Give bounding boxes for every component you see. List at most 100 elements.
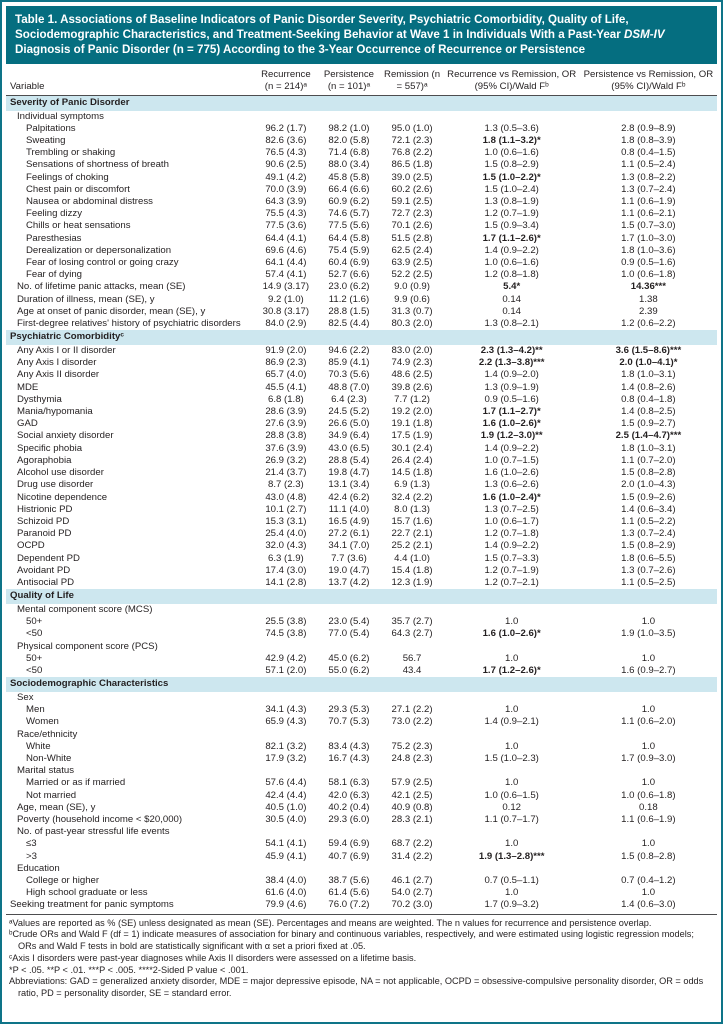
odds-ratio-cell: 1.8 (1.0–3.6) bbox=[621, 244, 676, 256]
variable-label: Age, mean (SE), y bbox=[17, 801, 96, 813]
value-cell: 19.2 (2.0) bbox=[391, 406, 433, 418]
value-cell: 32.0 (4.3) bbox=[265, 540, 307, 552]
value-cell: 4.4 (1.0) bbox=[394, 552, 430, 564]
odds-ratio-cell: 1.3 (0.7–2.4) bbox=[621, 183, 676, 195]
value-cell: 42.0 (6.3) bbox=[328, 789, 370, 801]
value-cell: 59.1 (2.5) bbox=[391, 196, 433, 208]
value-cell: 70.3 (5.6) bbox=[328, 369, 370, 381]
odds-ratio-cell bbox=[580, 826, 717, 838]
value-cell: 57.6 (4.4) bbox=[265, 777, 307, 789]
value-cell: 66.4 (6.6) bbox=[328, 183, 370, 195]
odds-ratio-cell: 0.12 bbox=[502, 801, 522, 813]
variable-label: Palpitations bbox=[26, 122, 76, 134]
value-cell: 42.9 (4.2) bbox=[265, 652, 307, 664]
data-row: <50 57.1 (2.0) 55.0 (6.2) 43.4 1.7 (1.2–2.6)… bbox=[6, 665, 717, 677]
value-cell: 29.3 (5.3) bbox=[328, 704, 370, 716]
odds-ratio-cell: 1.8 (1.0–3.1) bbox=[621, 442, 676, 454]
odds-ratio-cell: 1.5 (0.8–2.9) bbox=[484, 159, 539, 171]
odds-ratio-cell: 1.8 (0.8–3.9) bbox=[621, 135, 676, 147]
group-header-row: Mental component score (MCS) bbox=[6, 604, 717, 616]
odds-ratio-cell: 1.3 (0.8–2.2) bbox=[621, 171, 676, 183]
value-cell: 25.4 (4.0) bbox=[265, 528, 307, 540]
odds-ratio-cell: 2.0 (1.0–4.3) bbox=[621, 479, 676, 491]
odds-ratio-cell: 1.5 (0.9–2.7) bbox=[621, 418, 676, 430]
value-cell: 77.5 (5.6) bbox=[328, 220, 370, 232]
odds-ratio-cell: 1.0 bbox=[505, 652, 519, 664]
odds-ratio-cell: 1.2 (0.7–2.1) bbox=[484, 576, 539, 588]
data-row: Mania/hypomania 28.6 (3.9) 24.5 (5.2) 19.2 … bbox=[6, 406, 717, 418]
value-cell: 26.6 (5.0) bbox=[328, 418, 370, 430]
value-cell bbox=[317, 729, 380, 741]
variable-label: OCPD bbox=[17, 540, 45, 552]
group-header-row: Physical component score (PCS) bbox=[6, 641, 717, 653]
odds-ratio-cell: 1.4 (0.9–2.2) bbox=[484, 540, 539, 552]
value-cell bbox=[317, 826, 380, 838]
variable-label: 50+ bbox=[26, 652, 43, 664]
odds-ratio-cell bbox=[444, 863, 580, 875]
data-row: Poverty (household income < $20,000) 30.5… bbox=[6, 814, 717, 826]
odds-ratio-cell: 1.7 (0.9–3.2) bbox=[484, 899, 539, 911]
value-cell: 51.5 (2.8) bbox=[391, 232, 433, 244]
value-cell: 64.3 (2.7) bbox=[391, 628, 433, 640]
value-cell: 77.5 (3.6) bbox=[265, 220, 307, 232]
table-title: Table 1. Associations of Baseline Indica… bbox=[6, 6, 717, 65]
value-cell: 27.2 (6.1) bbox=[328, 528, 370, 540]
value-cell: 72.7 (2.3) bbox=[391, 208, 433, 220]
odds-ratio-cell: 1.3 (0.7–2.6) bbox=[621, 564, 676, 576]
odds-ratio-cell: 1.8 (1.0–3.1) bbox=[621, 369, 676, 381]
value-cell bbox=[381, 604, 444, 616]
variable-label: Education bbox=[17, 862, 60, 874]
odds-ratio-cell: 0.8 (0.4–1.8) bbox=[621, 393, 676, 405]
variable-label: Sweating bbox=[26, 135, 66, 147]
odds-ratio-cell: 1.0 bbox=[641, 704, 656, 716]
value-cell: 28.8 (3.8) bbox=[265, 430, 307, 442]
data-row: Any Axis I disorder 86.9 (2.3) 85.9 (4.1) 7… bbox=[6, 357, 717, 369]
value-cell: 84.0 (2.9) bbox=[265, 318, 307, 330]
value-cell: 37.6 (3.9) bbox=[265, 442, 307, 454]
value-cell bbox=[254, 111, 317, 123]
data-row: Paresthesias 64.4 (4.1) 64.4 (5.8) 51.5 (2.… bbox=[6, 233, 717, 245]
data-row: Specific phobia 37.6 (3.9) 43.0 (6.5) 30.1 … bbox=[6, 443, 717, 455]
variable-label: Seeking treatment for panic symptoms bbox=[10, 899, 174, 911]
value-cell: 75.4 (5.9) bbox=[328, 244, 370, 256]
data-row: 50+ 42.9 (4.2) 45.0 (6.2) 56.7 1.0 1.0 bbox=[6, 653, 717, 665]
value-cell: 60.9 (6.2) bbox=[328, 196, 370, 208]
variable-label: Dependent PD bbox=[17, 552, 80, 564]
odds-ratio-cell bbox=[444, 826, 580, 838]
footnote-c: ᶜAxis I disorders were past-year diagnos… bbox=[9, 952, 417, 963]
data-row: Age at onset of panic disorder, mean (SE… bbox=[6, 306, 717, 318]
variable-label: Derealization or depersonalization bbox=[26, 244, 172, 256]
value-cell: 19.1 (1.8) bbox=[391, 418, 433, 430]
value-cell: 85.9 (4.1) bbox=[328, 357, 370, 369]
title-text-italic: DSM-IV bbox=[623, 28, 665, 42]
value-cell: 11.2 (1.6) bbox=[328, 293, 370, 305]
variable-label: Any Axis II disorder bbox=[17, 369, 100, 381]
odds-ratio-cell bbox=[580, 863, 717, 875]
odds-ratio-cell: 1.0 (0.6–1.6) bbox=[484, 147, 539, 159]
value-cell: 23.0 (5.4) bbox=[328, 616, 370, 628]
column-header-recurrence: Recurrence (n = 214)ᵃ bbox=[254, 66, 318, 96]
variable-label: Individual symptoms bbox=[17, 110, 104, 122]
value-cell: 34.9 (6.4) bbox=[328, 430, 370, 442]
value-cell: 14.5 (1.8) bbox=[391, 467, 433, 479]
variable-label: Schizoid PD bbox=[17, 515, 70, 527]
odds-ratio-cell: 1.1 (0.7–2.0) bbox=[621, 454, 676, 466]
odds-ratio-cell: 1.1 (0.5–2.2) bbox=[621, 515, 676, 527]
value-cell bbox=[254, 729, 317, 741]
value-cell: 32.4 (2.2) bbox=[391, 491, 433, 503]
variable-label: Social anxiety disorder bbox=[17, 430, 114, 442]
data-row: No. of lifetime panic attacks, mean (SE)… bbox=[6, 281, 717, 293]
value-cell: 6.4 (2.3) bbox=[331, 393, 367, 405]
variable-label: GAD bbox=[17, 418, 38, 430]
value-cell: 7.7 (1.2) bbox=[394, 393, 430, 405]
value-cell: 25.5 (3.8) bbox=[265, 616, 307, 628]
variable-label: Paresthesias bbox=[26, 232, 82, 244]
value-cell: 8.7 (2.3) bbox=[268, 479, 304, 491]
odds-ratio-cell: 1.7 (1.1–2.7)* bbox=[482, 406, 541, 418]
value-cell: 9.2 (1.0) bbox=[268, 293, 304, 305]
value-cell: 60.2 (2.6) bbox=[391, 183, 433, 195]
value-cell bbox=[381, 111, 444, 123]
variable-label: Physical component score (PCS) bbox=[17, 640, 158, 652]
value-cell: 52.2 (2.5) bbox=[391, 269, 433, 281]
value-cell: 35.7 (2.7) bbox=[391, 616, 433, 628]
